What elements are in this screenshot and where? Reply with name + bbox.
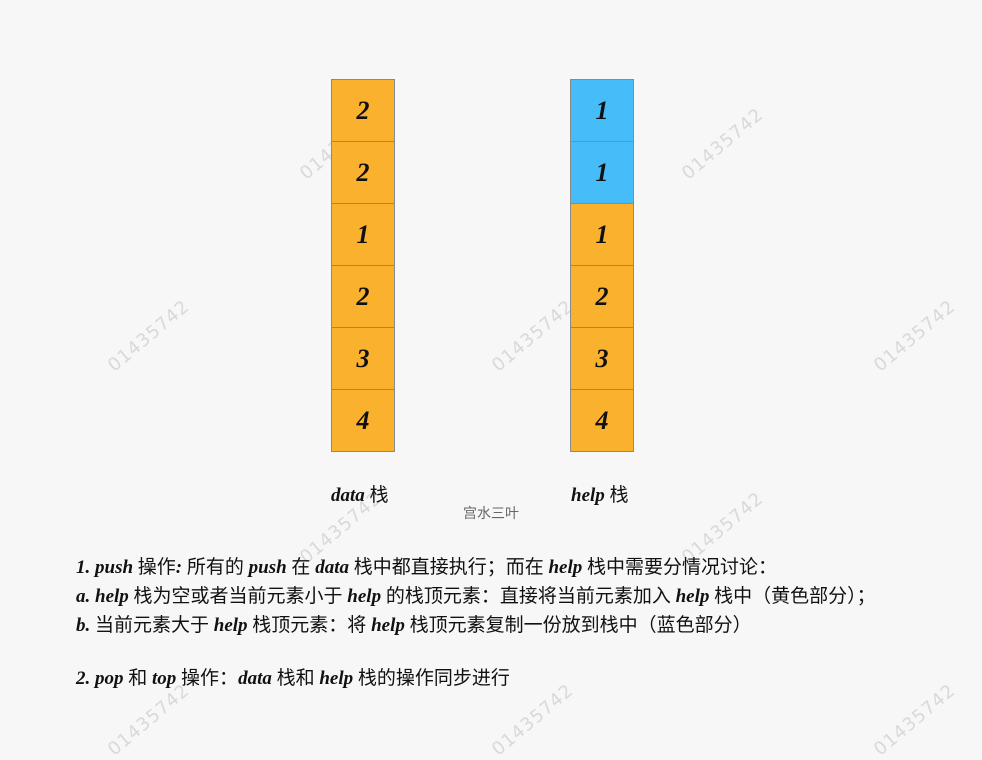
note-segment: a. help [76, 586, 129, 607]
note-line: 1. push 操作: 所有的 push 在 data 栈中都直接执行；而在 h… [76, 553, 876, 582]
note-segment: 栈和 [271, 668, 320, 689]
note-segment: push [248, 557, 287, 578]
data-stack-cell: 2 [331, 141, 395, 204]
data-stack-label: data 栈 [331, 480, 389, 507]
note-segment: 的栈顶元素：直接将当前元素加入 [381, 586, 676, 607]
watermark: 01435742 [678, 103, 768, 185]
watermark: 01435742 [104, 295, 194, 377]
help-stack-cell: 1 [570, 141, 634, 204]
explanation-notes: 1. push 操作: 所有的 push 在 data 栈中都直接执行；而在 h… [76, 553, 876, 693]
note-segment: help [675, 586, 710, 607]
note-segment: : [175, 557, 183, 578]
note-segment: 栈中（黄色部分）； [709, 586, 876, 607]
data-stack-label-suffix: 栈 [364, 485, 389, 506]
watermark: 01435742 [488, 295, 578, 377]
note-segment: 当前元素大于 [90, 615, 214, 636]
note-line: a. help 栈为空或者当前元素小于 help 的栈顶元素：直接将当前元素加入… [76, 582, 876, 611]
help-stack-cell: 3 [570, 327, 634, 390]
note-segment: 操作： [176, 668, 239, 689]
note-segment: help [548, 557, 583, 578]
note-line: b. 当前元素大于 help 栈顶元素：将 help 栈顶元素复制一份放到栈中（… [76, 611, 876, 640]
help-stack-cell: 2 [570, 265, 634, 328]
note-segment: 栈为空或者当前元素小于 [128, 586, 348, 607]
help-stack-label-suffix: 栈 [604, 485, 629, 506]
note-segment: help [347, 586, 382, 607]
help-stack-cell: 1 [570, 79, 634, 142]
note-segment: top [152, 668, 177, 689]
help-stack-label-name: help [571, 485, 605, 506]
note-segment: 栈的操作同步进行 [353, 668, 510, 689]
watermark: 01435742 [870, 295, 960, 377]
data-stack-label-name: data [331, 485, 365, 506]
data-stack-cell: 1 [331, 203, 395, 266]
note-segment: help [213, 615, 248, 636]
data-stack-cell: 2 [331, 79, 395, 142]
author-credit: 宫水三叶 [463, 506, 519, 522]
help-stack-cell: 4 [570, 389, 634, 452]
help-stack-label: help 栈 [571, 480, 629, 507]
note-segment: data [238, 668, 272, 689]
note-segment: 栈中需要分情况讨论： [582, 557, 778, 578]
help-stack-cell: 1 [570, 203, 634, 266]
note-segment: help [371, 615, 405, 636]
data-stack-cell: 3 [331, 327, 395, 390]
note-segment: 栈中都直接执行；而在 [348, 557, 549, 578]
note-segment: 1. push [76, 557, 134, 578]
note-segment: help [319, 668, 354, 689]
note-segment: 栈顶元素：将 [247, 615, 372, 636]
note-segment: 和 [123, 668, 153, 689]
note-segment: 操作 [133, 557, 176, 578]
note-segment: 2. pop [76, 668, 124, 689]
data-stack-cell: 2 [331, 265, 395, 328]
note-segment: b. [76, 615, 91, 636]
note-segment: 栈顶元素复制一份放到栈中（蓝色部分） [404, 615, 752, 636]
note-segment: 在 [286, 557, 316, 578]
watermark: 01435742 [870, 679, 960, 760]
note-segment: data [315, 557, 349, 578]
data-stack-cell: 4 [331, 389, 395, 452]
note-line: 2. pop 和 top 操作：data 栈和 help 栈的操作同步进行 [76, 664, 876, 693]
note-segment: 所有的 [182, 557, 249, 578]
